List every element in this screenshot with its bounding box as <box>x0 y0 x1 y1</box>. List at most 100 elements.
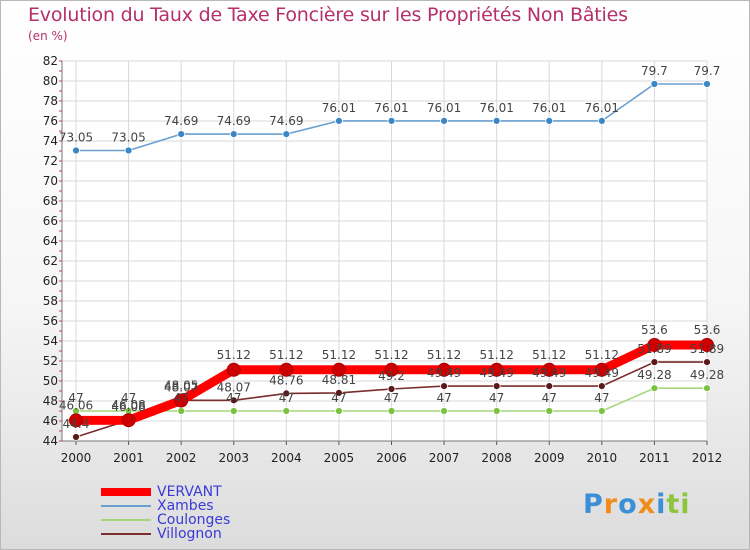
proxiti-logo: Proxiti <box>583 489 691 520</box>
data-label-vervant: 51.12 <box>269 348 303 362</box>
data-label-vervant: 48.05 <box>164 379 198 393</box>
chart-subtitle: (en %) <box>28 29 68 43</box>
data-label-vervant: 46.06 <box>59 398 93 412</box>
data-point-coulonges <box>703 384 711 393</box>
y-tick-label: 58 <box>43 294 58 308</box>
y-tick-label: 48 <box>43 394 58 408</box>
data-label-xambes: 79.7 <box>694 64 721 78</box>
data-label-xambes: 73.05 <box>59 131 93 145</box>
legend-label: Villognon <box>157 526 222 542</box>
data-point-villognon <box>492 382 501 391</box>
data-label-vervant: 51.12 <box>532 348 566 362</box>
data-label-coulonges: 47 <box>121 391 136 405</box>
data-point-coulonges <box>229 407 238 415</box>
logo-letter: i <box>680 489 691 520</box>
y-tick-label: 66 <box>43 214 58 228</box>
x-tick-label: 2003 <box>218 451 249 465</box>
y-tick-label: 78 <box>43 94 58 108</box>
data-point-xambes <box>545 117 554 125</box>
legend-swatch <box>101 505 151 507</box>
legend-item-coulonges: Coulonges <box>101 512 301 528</box>
data-point-xambes <box>124 146 133 155</box>
data-label-vervant: 46.08 <box>111 398 145 412</box>
data-point-coulonges <box>177 407 186 415</box>
data-label-coulonges: 47 <box>542 391 557 405</box>
data-label-villognon: 49.49 <box>532 366 566 380</box>
data-label-coulonges: 47 <box>174 391 189 405</box>
x-tick-label: 2007 <box>429 451 460 465</box>
legend-label: Coulonges <box>157 512 231 528</box>
data-label-coulonges: 47 <box>331 391 346 405</box>
data-label-xambes: 73.05 <box>111 131 145 145</box>
y-tick-label: 62 <box>43 254 58 268</box>
data-label-coulonges: 49.28 <box>690 368 724 382</box>
plot-area <box>62 61 707 441</box>
data-point-xambes <box>387 117 396 125</box>
data-point-xambes <box>703 80 711 88</box>
data-point-xambes <box>650 80 659 88</box>
logo-letter: o <box>618 489 638 520</box>
data-point-vervant <box>69 413 83 428</box>
x-tick-label: 2000 <box>61 451 92 465</box>
x-tick-label: 2005 <box>324 451 355 465</box>
data-point-vervant <box>174 393 189 408</box>
data-label-villognon: 51.89 <box>637 342 671 356</box>
x-tick-label: 2010 <box>587 451 618 465</box>
data-point-villognon <box>335 388 343 397</box>
y-tick-label: 74 <box>43 134 58 148</box>
data-label-xambes: 76.01 <box>322 101 356 115</box>
data-point-xambes <box>440 117 448 125</box>
data-label-coulonges: 47 <box>68 391 83 405</box>
data-point-vervant <box>226 362 241 377</box>
logo-letter: P <box>583 489 604 520</box>
data-point-xambes <box>597 117 606 125</box>
data-label-vervant: 51.12 <box>322 348 356 362</box>
data-label-villognon: 46.08 <box>111 400 145 414</box>
logo-letter: r <box>603 489 619 520</box>
data-label-xambes: 76.01 <box>374 101 408 115</box>
data-label-coulonges: 49.28 <box>637 368 671 382</box>
y-tick-label: 76 <box>43 114 58 128</box>
data-label-coulonges: 47 <box>384 391 399 405</box>
x-tick-label: 2002 <box>166 451 197 465</box>
logo-letter: i <box>656 489 667 520</box>
x-tick-label: 2008 <box>481 451 512 465</box>
data-point-coulonges <box>282 407 291 415</box>
x-tick-label: 2011 <box>639 451 670 465</box>
y-tick-label: 72 <box>43 154 58 168</box>
data-label-vervant: 53.6 <box>694 323 721 337</box>
data-label-xambes: 76.01 <box>427 101 461 115</box>
data-point-xambes <box>335 117 343 125</box>
data-point-villognon <box>703 358 711 367</box>
data-point-villognon <box>282 389 291 398</box>
logo-letter: x <box>637 489 657 520</box>
y-tick-label: 50 <box>43 374 58 388</box>
y-tick-label: 54 <box>43 334 58 348</box>
legend-label: VERVANT <box>157 484 222 500</box>
data-label-coulonges: 47 <box>279 391 294 405</box>
data-label-vervant: 51.12 <box>217 348 251 362</box>
x-tick-label: 2006 <box>376 451 407 465</box>
data-point-vervant <box>437 362 452 377</box>
data-label-villognon: 49.49 <box>427 366 461 380</box>
data-label-vervant: 51.12 <box>427 348 461 362</box>
y-tick-label: 46 <box>43 414 58 428</box>
data-label-villognon: 49.49 <box>479 366 513 380</box>
data-label-xambes: 74.69 <box>217 114 251 128</box>
data-label-xambes: 76.01 <box>585 101 619 115</box>
x-tick-label: 2012 <box>692 451 723 465</box>
data-label-villognon: 48.76 <box>269 373 303 387</box>
y-tick-label: 82 <box>43 54 58 68</box>
data-point-coulonges <box>597 407 606 415</box>
data-point-coulonges <box>650 384 659 393</box>
data-label-xambes: 79.7 <box>641 64 668 78</box>
data-point-coulonges <box>545 407 554 415</box>
chart-title: Evolution du Taux de Taxe Foncière sur l… <box>28 4 628 26</box>
data-label-xambes: 74.69 <box>269 114 303 128</box>
data-point-villognon <box>545 382 554 391</box>
y-tick-label: 64 <box>43 234 58 248</box>
data-point-villognon <box>440 382 448 391</box>
legend-swatch <box>101 533 151 535</box>
